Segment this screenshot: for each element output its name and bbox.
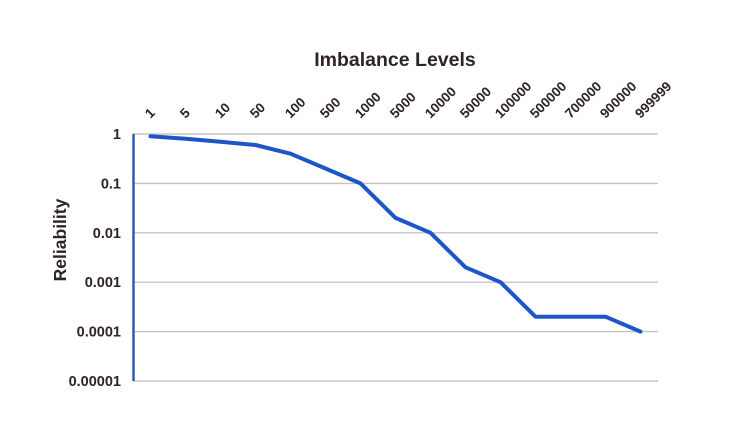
y-tick-label: 0.01	[93, 226, 121, 242]
y-tick-label: 0.1	[101, 176, 121, 192]
x-tick-label: 5	[177, 105, 193, 121]
y-axis-title: Reliability	[50, 198, 70, 281]
x-tick-label: 5000	[387, 89, 419, 121]
y-tick-labels: 1 0.1 0.01 0.001 0.0001 0.00001	[69, 127, 121, 390]
x-tick-label: 1000	[352, 89, 384, 121]
reliability-series-line	[148, 134, 643, 334]
x-tick-label: 100	[282, 95, 309, 122]
x-tick-label: 500000	[527, 79, 569, 121]
x-tick-label: 100000	[492, 79, 534, 121]
x-tick-label: 500	[317, 95, 344, 122]
x-tick-label: 10	[212, 100, 233, 121]
x-tick-label: 1	[142, 105, 158, 121]
x-tick-label: 900000	[597, 79, 639, 121]
x-tick-labels: 1 5 10 50 100 500 1000 5000 10000500001000005000…	[142, 79, 674, 121]
x-tick-label: 10000	[422, 84, 459, 121]
x-tick-label: 50	[247, 100, 268, 121]
y-tick-label: 0.001	[85, 275, 121, 291]
gridlines	[133, 133, 658, 382]
x-tick-label: 999999	[632, 79, 674, 121]
y-tick-label: 0.0001	[77, 325, 121, 341]
x-tick-label: 700000	[562, 79, 604, 121]
y-tick-label: 1	[113, 127, 121, 143]
chart-title: Imbalance Levels	[314, 49, 476, 71]
y-tick-label: 0.00001	[69, 374, 121, 390]
x-tick-label: 50000	[457, 84, 494, 121]
